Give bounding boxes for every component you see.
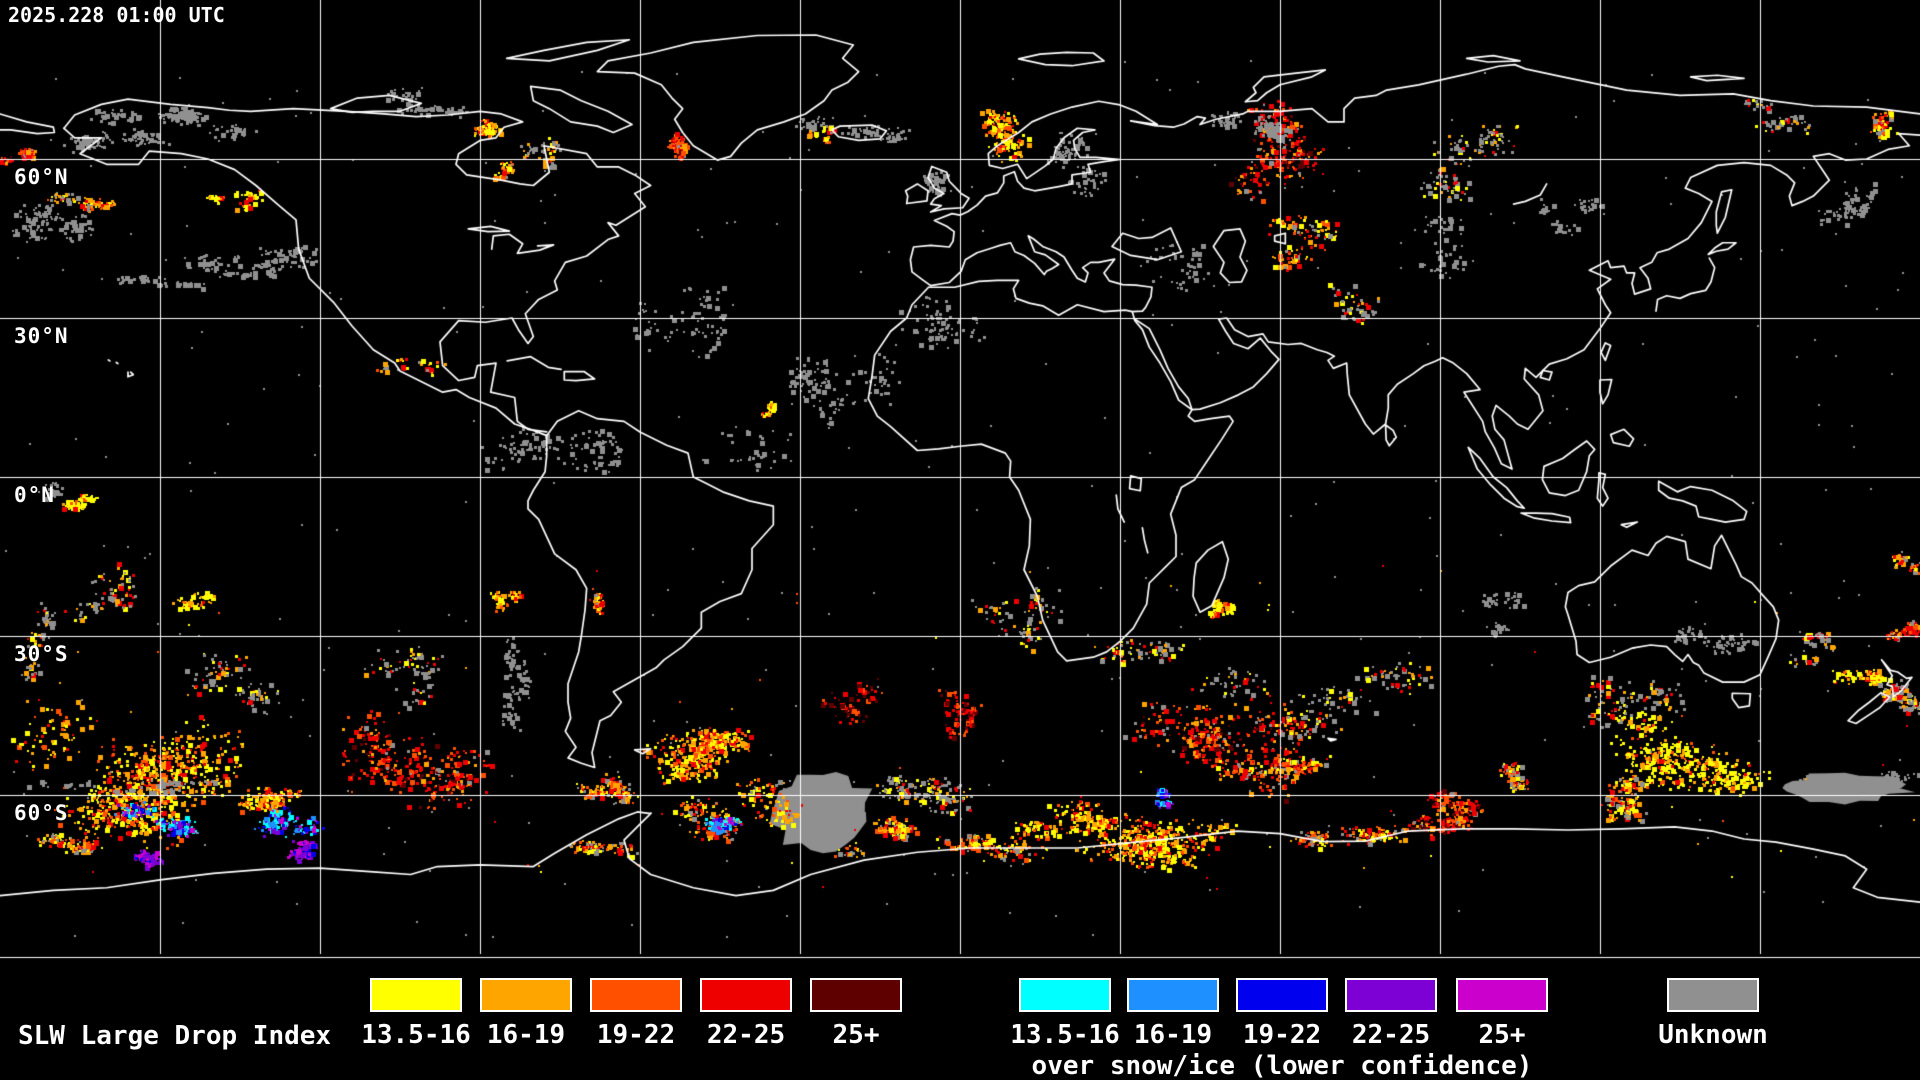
snow-ice-label-16-19: 16-19 bbox=[1133, 1020, 1213, 1050]
snow-ice-note: over snow/ice (lower confidence) bbox=[1031, 1051, 1533, 1080]
latitude-label-30N: 30°N bbox=[14, 324, 69, 348]
standard-label-16-19: 16-19 bbox=[486, 1020, 566, 1050]
snow-ice-label-13.5-16: 13.5-16 bbox=[1010, 1020, 1120, 1050]
unknown-swatch-Unknown bbox=[1667, 978, 1759, 1012]
snow-ice-swatch-22-25 bbox=[1345, 978, 1437, 1012]
latitude-label-60S: 60°S bbox=[14, 801, 69, 825]
standard-swatch-19-22 bbox=[590, 978, 682, 1012]
snow-ice-label-25+: 25+ bbox=[1478, 1020, 1526, 1050]
latitude-label-0N: 0°N bbox=[14, 483, 55, 507]
unknown-label-Unknown: Unknown bbox=[1658, 1020, 1768, 1050]
latitude-label-30S: 30°S bbox=[14, 642, 69, 666]
standard-label-19-22: 19-22 bbox=[596, 1020, 676, 1050]
standard-swatch-25+ bbox=[810, 978, 902, 1012]
snow-ice-swatch-13.5-16 bbox=[1019, 978, 1111, 1012]
standard-label-22-25: 22-25 bbox=[706, 1020, 786, 1050]
standard-swatch-13.5-16 bbox=[370, 978, 462, 1012]
timestamp: 2025.228 01:00 UTC bbox=[8, 3, 225, 27]
snow-ice-label-22-25: 22-25 bbox=[1351, 1020, 1431, 1050]
standard-swatch-16-19 bbox=[480, 978, 572, 1012]
snow-ice-swatch-16-19 bbox=[1127, 978, 1219, 1012]
standard-label-25+: 25+ bbox=[832, 1020, 880, 1050]
standard-label-13.5-16: 13.5-16 bbox=[361, 1020, 471, 1050]
snow-ice-swatch-25+ bbox=[1456, 978, 1548, 1012]
snow-ice-label-19-22: 19-22 bbox=[1242, 1020, 1322, 1050]
latitude-label-60N: 60°N bbox=[14, 165, 69, 189]
standard-swatch-22-25 bbox=[700, 978, 792, 1012]
world-map-canvas bbox=[0, 0, 1920, 960]
snow-ice-swatch-19-22 bbox=[1236, 978, 1328, 1012]
legend-title: SLW Large Drop Index bbox=[18, 1021, 332, 1051]
